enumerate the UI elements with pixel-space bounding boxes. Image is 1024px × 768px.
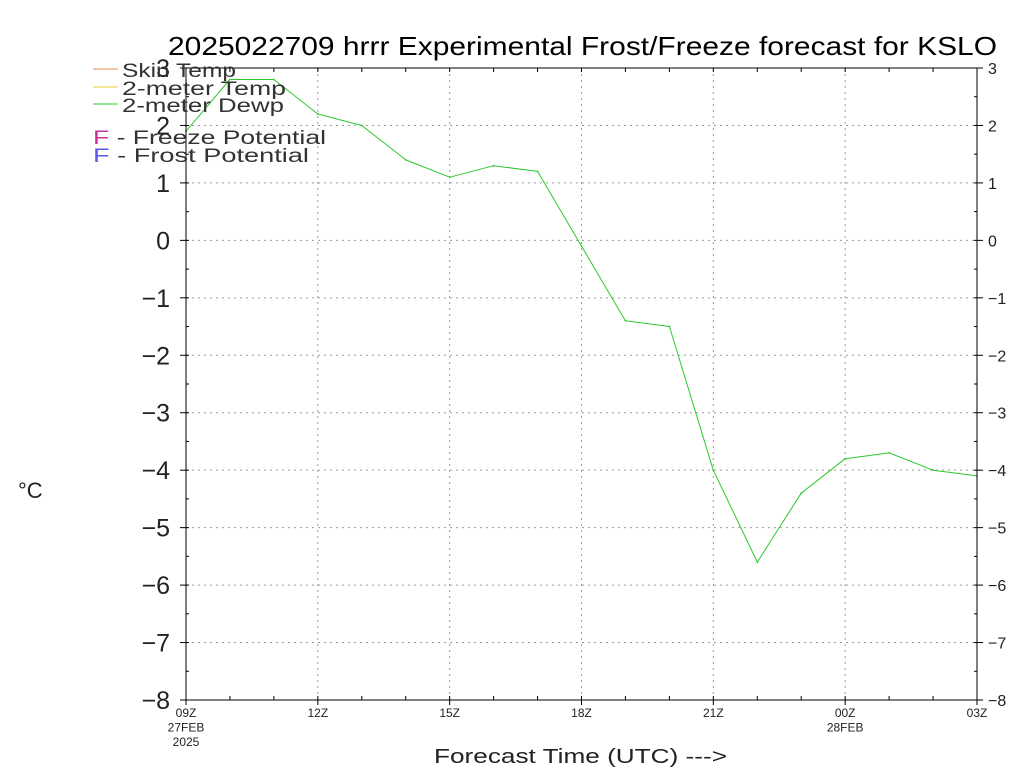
x-tick-date-label: 27FEB bbox=[168, 721, 205, 735]
x-axis-label: Forecast Time (UTC) ---> bbox=[434, 746, 727, 768]
y-tick-label-left: −6 bbox=[141, 572, 170, 600]
y-tick-label-right: −4 bbox=[988, 463, 1006, 480]
y-tick-label-right: −3 bbox=[988, 406, 1006, 423]
data-point-2-meter-dewp bbox=[492, 164, 495, 167]
x-tick-label: 15Z bbox=[439, 706, 460, 720]
axes: 3 3 2 2 1 1 0 0 −1 −1 −2 −2 −3 −3 −4 −4 −5 −5 −6 −6 −7 −7 −8 −8… bbox=[141, 55, 1006, 749]
data-point-2-meter-dewp bbox=[273, 78, 275, 81]
y-tick-label-left: −5 bbox=[141, 515, 170, 543]
data-point-2-meter-dewp bbox=[888, 452, 890, 454]
x-tick-label: 18Z bbox=[571, 706, 592, 720]
data-point-2-meter-dewp bbox=[932, 469, 934, 472]
data-point-2-meter-dewp bbox=[229, 78, 231, 81]
data-point-2-meter-dewp bbox=[800, 492, 803, 495]
y-tick-label-left: 2 bbox=[156, 112, 170, 140]
y-tick-label-right: 3 bbox=[988, 61, 997, 78]
y-tick-label-right: −1 bbox=[988, 291, 1006, 308]
y-axis-label: °C bbox=[18, 478, 43, 503]
x-tick-label: 03Z bbox=[967, 706, 988, 720]
legend-label-2m-temp: 2-meter Temp bbox=[122, 79, 286, 100]
y-tick-label-right: −2 bbox=[988, 348, 1006, 365]
data-point-2-meter-dewp bbox=[404, 159, 407, 161]
y-tick-label-left: −7 bbox=[141, 630, 170, 658]
data-point-2-meter-dewp bbox=[624, 319, 627, 322]
y-tick-label-left: −8 bbox=[141, 687, 170, 715]
frost-potential-marker: F bbox=[93, 146, 110, 167]
y-tick-label-left: 1 bbox=[156, 170, 170, 198]
y-tick-label-right: −5 bbox=[988, 521, 1006, 538]
legend-label-2m-dewp: 2-meter Dewp bbox=[122, 96, 284, 117]
x-tick-year-label: 2025 bbox=[173, 735, 200, 749]
y-tick-label-left: −2 bbox=[141, 342, 170, 370]
legend: Skin Temp 2-meter Temp 2-meter Dewp F - … bbox=[93, 61, 326, 167]
data-point-2-meter-dewp bbox=[844, 457, 847, 460]
y-tick-label-left: −4 bbox=[141, 457, 170, 485]
data-point-2-meter-dewp bbox=[536, 170, 539, 173]
legend-freeze-potential: F - Freeze Potential bbox=[93, 128, 326, 149]
data-point-2-meter-dewp bbox=[448, 176, 451, 179]
plot-frame bbox=[185, 67, 978, 701]
data-point-2-meter-dewp bbox=[668, 325, 671, 328]
data-point-2-meter-dewp bbox=[316, 113, 319, 115]
y-tick-label-right: 2 bbox=[988, 118, 997, 135]
y-tick-label-left: −3 bbox=[141, 400, 170, 428]
y-tick-label-right: −7 bbox=[988, 636, 1006, 653]
y-tick-label-right: 0 bbox=[988, 233, 997, 250]
y-tick-label-right: −8 bbox=[988, 693, 1006, 710]
y-tick-label-left: 3 bbox=[156, 55, 170, 83]
x-tick-label: 21Z bbox=[703, 706, 724, 720]
y-tick-label-right: −6 bbox=[988, 578, 1006, 595]
x-tick-date-label: 28FEB bbox=[827, 721, 864, 735]
legend-label-skin-temp: Skin Temp bbox=[122, 61, 236, 82]
x-tick-label: 00Z bbox=[835, 706, 856, 720]
data-point-2-meter-dewp bbox=[756, 561, 759, 563]
y-tick-label-right: 1 bbox=[988, 176, 997, 193]
frost-potential-label: - Frost Potential bbox=[110, 146, 309, 167]
data-point-2-meter-dewp bbox=[360, 124, 363, 127]
data-point-2-meter-dewp bbox=[580, 245, 583, 248]
y-tick-label-left: −1 bbox=[141, 285, 170, 313]
freeze-potential-marker: F bbox=[93, 128, 109, 149]
x-tick-label: 12Z bbox=[307, 706, 328, 720]
chart-title: 2025022709 hrrr Experimental Frost/Freez… bbox=[168, 31, 997, 61]
y-tick-label-left: 0 bbox=[156, 227, 170, 255]
legend-frost-potential: F - Frost Potential bbox=[93, 146, 309, 167]
x-tick-label: 09Z bbox=[176, 706, 197, 720]
freeze-potential-label: - Freeze Potential bbox=[109, 128, 326, 149]
data-point-2-meter-dewp bbox=[712, 469, 715, 472]
